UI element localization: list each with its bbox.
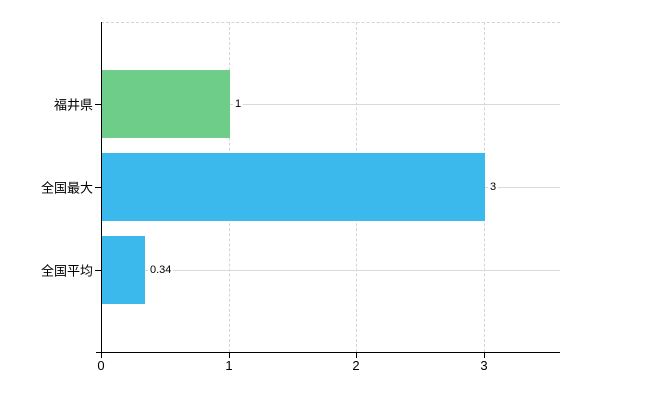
category-label-fukui: 福井県	[53, 97, 93, 113]
x-tick-label: 0	[97, 358, 105, 373]
x-tick-label: 2	[352, 358, 360, 373]
x-axis-line	[96, 352, 560, 353]
y-axis-tick	[95, 187, 101, 188]
bar-national-max	[102, 153, 485, 221]
x-axis-tick	[101, 352, 102, 358]
y-axis-tick	[95, 270, 101, 271]
y-axis-line	[101, 22, 102, 353]
category-label-national-average: 全国平均	[40, 263, 93, 279]
bar-fukui-prefecture	[102, 70, 230, 138]
value-label: 1	[233, 98, 244, 110]
bar-national-average	[102, 236, 145, 304]
plot-top-border	[101, 22, 560, 23]
x-axis-tick	[229, 352, 230, 358]
x-tick-label: 3	[480, 358, 488, 373]
x-tick-label: 1	[225, 358, 233, 373]
horizontal-gridline	[101, 270, 560, 271]
x-axis-tick	[356, 352, 357, 358]
value-label: 0.34	[148, 264, 174, 276]
category-label-national-max: 全国最大	[40, 180, 93, 196]
value-label: 3	[488, 181, 499, 193]
horizontal-gridline	[101, 104, 560, 105]
y-axis-tick	[95, 104, 101, 105]
x-axis-tick	[484, 352, 485, 358]
plot-area: 1 3 0.34	[101, 22, 560, 352]
